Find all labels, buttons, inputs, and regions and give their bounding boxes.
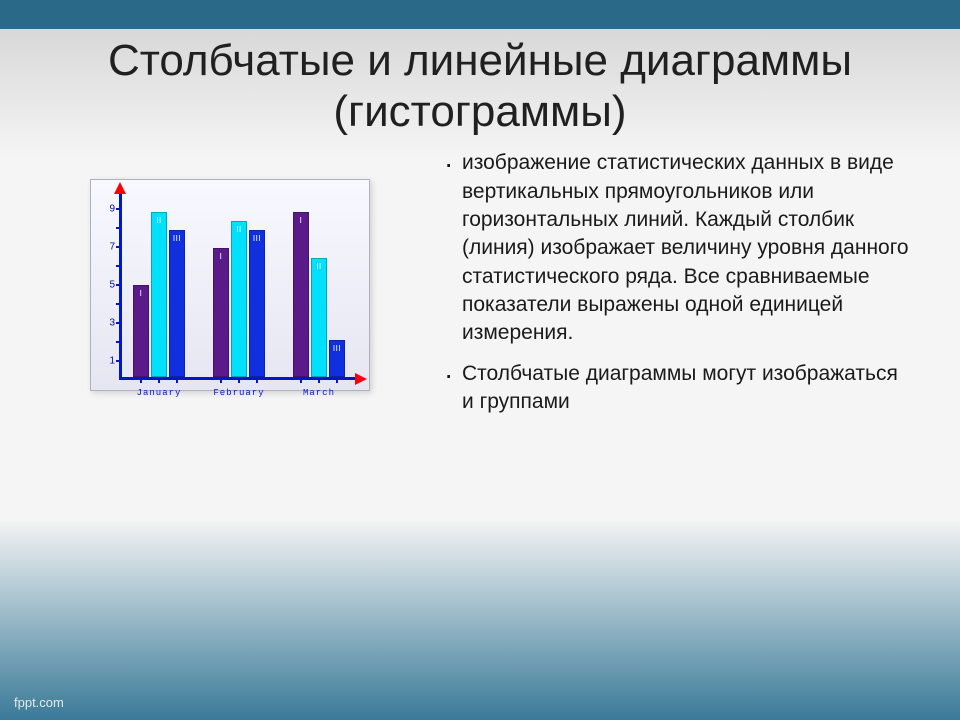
bar: II: [311, 258, 327, 378]
y-tick-label: 1: [97, 356, 115, 367]
category-label: March: [293, 388, 345, 398]
bar-series-label: II: [312, 262, 326, 271]
y-tick-label: 3: [97, 318, 115, 329]
bar: III: [249, 230, 265, 377]
bar: I: [293, 212, 309, 378]
y-tick-label: 9: [97, 204, 115, 215]
x-tick-mark: [176, 377, 178, 383]
y-tick-mark: [116, 303, 122, 305]
slide-content: 13579IIIIIIJanuaryIIIIIIFebruaryIIIIIIMa…: [0, 145, 960, 428]
footer-attribution: fppt.com: [14, 695, 64, 710]
bullet-2: Столбчатые диаграммы могут изображаться …: [444, 360, 910, 417]
y-tick-mark: [116, 227, 122, 229]
y-tick-mark: [116, 246, 122, 248]
plot-area: 13579IIIIIIJanuaryIIIIIIFebruaryIIIIIIMa…: [119, 190, 359, 380]
y-axis-arrow-icon: [114, 182, 126, 194]
slide-title: Столбчатые и линейные диаграммы (гистогр…: [0, 0, 960, 145]
bar-series-label: I: [294, 216, 308, 225]
bar: III: [329, 340, 345, 377]
y-tick-mark: [116, 360, 122, 362]
x-tick-mark: [336, 377, 338, 383]
x-tick-mark: [238, 377, 240, 383]
category-label: February: [213, 388, 265, 398]
bar: III: [169, 230, 185, 377]
category-label: January: [133, 388, 185, 398]
y-tick-mark: [116, 208, 122, 210]
y-tick-mark: [116, 284, 122, 286]
x-tick-mark: [318, 377, 320, 383]
x-tick-mark: [158, 377, 160, 383]
bar-chart: 13579IIIIIIJanuaryIIIIIIFebruaryIIIIIIMa…: [90, 179, 370, 391]
bar-series-label: I: [134, 289, 148, 298]
bar: I: [213, 248, 229, 377]
x-tick-mark: [300, 377, 302, 383]
bar-series-label: III: [170, 234, 184, 243]
y-tick-mark: [116, 322, 122, 324]
bar-series-label: I: [214, 252, 228, 261]
x-tick-mark: [220, 377, 222, 383]
x-tick-mark: [256, 377, 258, 383]
y-tick-label: 7: [97, 242, 115, 253]
chart-column: 13579IIIIIIJanuaryIIIIIIFebruaryIIIIIIMa…: [40, 149, 420, 428]
x-tick-mark: [140, 377, 142, 383]
text-column: изображение статистических данных в виде…: [444, 149, 920, 428]
bar: II: [151, 212, 167, 378]
y-tick-mark: [116, 265, 122, 267]
y-tick-label: 5: [97, 280, 115, 291]
x-axis-arrow-icon: [355, 373, 367, 385]
bar-series-label: III: [250, 234, 264, 243]
bar-series-label: III: [330, 344, 344, 353]
bar-series-label: II: [152, 216, 166, 225]
y-tick-mark: [116, 341, 122, 343]
bar: II: [231, 221, 247, 377]
bar: I: [133, 285, 149, 377]
bar-series-label: II: [232, 225, 246, 234]
bullet-1: изображение статистических данных в виде…: [444, 149, 910, 347]
